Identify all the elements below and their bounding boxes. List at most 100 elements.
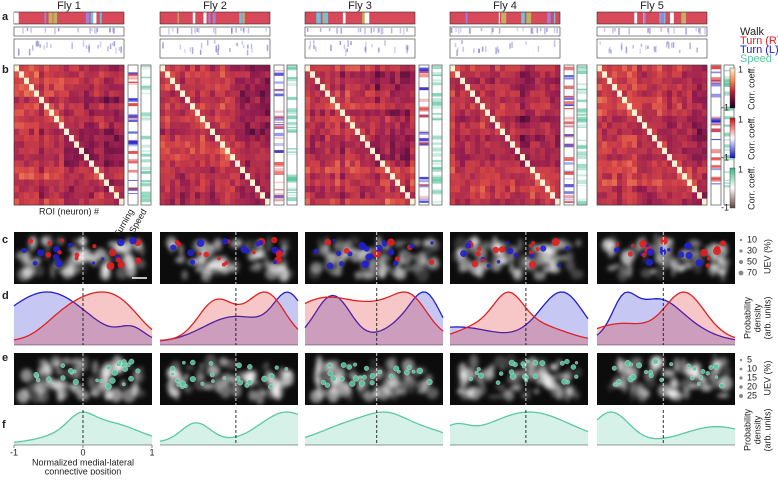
roi-dot [629, 363, 633, 367]
heatmap-cell [657, 141, 662, 148]
blob [423, 239, 427, 248]
turning-bar-stripe [420, 180, 429, 182]
speed-bar-stripe [433, 82, 442, 85]
heatmap-cell [74, 135, 79, 142]
blob [565, 368, 573, 380]
heatmap-cell [490, 180, 495, 187]
heatmap-cell [475, 129, 480, 136]
heatmap-cell [205, 78, 210, 85]
heatmap-cell [405, 199, 410, 206]
heatmap-cell [345, 135, 350, 142]
speed-bar-stripe [288, 129, 297, 132]
behavior-panel [450, 12, 560, 58]
heatmap-cell [702, 116, 707, 123]
heatmap-cell [515, 110, 520, 117]
heatmap-cell [597, 148, 602, 155]
heatmap-cell [657, 116, 662, 123]
roi-dot [95, 379, 98, 382]
heatmap-cell [94, 90, 99, 97]
heatmap-cell [94, 116, 99, 123]
heatmap-cell [500, 122, 505, 129]
heatmap-cell [310, 129, 315, 136]
heatmap-cell [385, 78, 390, 85]
heatmap-cell [365, 186, 370, 193]
behavior-bar [14, 12, 124, 24]
heatmap-cell [540, 160, 545, 167]
heatmap-cell [14, 167, 19, 174]
heatmap-cell [525, 154, 530, 161]
heatmap-cell [677, 154, 682, 161]
heatmap-cell [44, 103, 49, 110]
roi-dot [362, 261, 369, 268]
heatmap-cell [255, 154, 260, 161]
heatmap-cell [220, 116, 225, 123]
heatmap-cell [622, 148, 627, 155]
roi-dot [112, 370, 118, 376]
turn-tick [485, 46, 487, 52]
heatmap-cell [69, 180, 74, 187]
heatmap-cell [647, 129, 652, 136]
heatmap-cell [657, 148, 662, 155]
heatmap-cell [310, 141, 315, 148]
behavior-segment [554, 13, 555, 24]
heatmap-cell [687, 122, 692, 129]
roi-dot [678, 252, 684, 258]
heatmap-cell [622, 141, 627, 148]
heatmap-cell [385, 122, 390, 129]
heatmap-cell [370, 90, 375, 97]
roi-dot [364, 246, 370, 252]
x-tick-label: 0 [80, 447, 85, 457]
turn-tick [320, 28, 322, 32]
heatmap-cell [99, 192, 104, 199]
heatmap-cell [119, 154, 124, 161]
heatmap-cell [335, 65, 340, 72]
heatmap-cell [450, 97, 455, 104]
heatmap-cell [340, 148, 345, 155]
heatmap-cell [505, 103, 510, 110]
heatmap-cell [175, 71, 180, 78]
heatmap-cell [114, 192, 119, 199]
heatmap-cell [400, 180, 405, 187]
heatmap-cell [170, 148, 175, 155]
heatmap-cell [530, 71, 535, 78]
heatmap-cell [455, 186, 460, 193]
heatmap-cell [320, 180, 325, 187]
heatmap-cell [235, 154, 240, 161]
speed-bar-stripe [142, 93, 151, 94]
heatmap-cell [697, 116, 702, 123]
turn-tick [89, 28, 91, 34]
heatmap-cell [647, 97, 652, 104]
roi-dot [327, 263, 334, 270]
heatmap-cell [315, 97, 320, 104]
turn-tick [229, 48, 231, 52]
heatmap-cell [410, 84, 415, 91]
heatmap-cell [230, 180, 235, 187]
density-fill [160, 412, 298, 445]
roi-dot [631, 244, 635, 248]
turn-tick [608, 49, 610, 54]
heatmap-cell [672, 103, 677, 110]
heatmap-cell [195, 97, 200, 104]
heatmap-cell [662, 141, 667, 148]
speed-bar-stripe [433, 142, 442, 144]
heatmap-cell [490, 129, 495, 136]
heatmap-cell [260, 192, 265, 199]
heatmap-cell [400, 141, 405, 148]
heatmap-cell [602, 167, 607, 174]
heatmap-cell [245, 122, 250, 129]
heatmap-cell [74, 192, 79, 199]
heatmap-cell [642, 135, 647, 142]
roi-dot [536, 247, 540, 251]
speed-bar-stripe [433, 118, 442, 121]
heatmap-cell [470, 65, 475, 72]
blob [570, 269, 583, 279]
heatmap-cell [14, 154, 19, 161]
blob [454, 237, 467, 252]
heatmap-cell [235, 97, 240, 104]
heatmap-cell [697, 192, 702, 199]
heatmap-cell [109, 186, 114, 193]
heatmap-cell [692, 84, 697, 91]
heatmap-cell [535, 167, 540, 174]
heatmap-cell [677, 180, 682, 187]
heatmap-cell [617, 173, 622, 180]
